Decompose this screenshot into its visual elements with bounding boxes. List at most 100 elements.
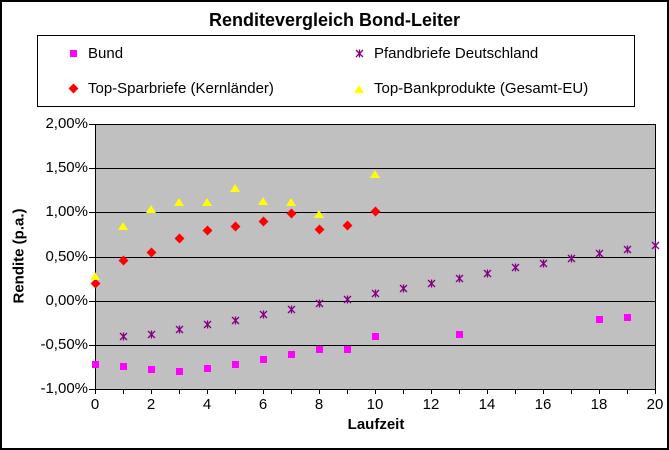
data-point-marker	[118, 332, 128, 342]
square-marker-icon	[119, 363, 127, 371]
data-point-marker	[370, 169, 380, 179]
data-point-marker	[370, 206, 380, 217]
data-point-marker	[90, 359, 100, 369]
star-marker-icon	[343, 295, 351, 304]
data-point-marker	[258, 196, 268, 206]
grid-line	[95, 344, 656, 346]
data-point-marker	[398, 283, 408, 293]
data-point-marker	[146, 329, 156, 339]
x-tick	[179, 389, 180, 394]
legend-item-sparbriefe: Top-Sparbriefe (Kernländer)	[67, 80, 274, 97]
x-tick	[515, 389, 516, 394]
x-tick	[207, 389, 208, 394]
data-point-marker	[370, 332, 380, 342]
y-tick-label: -1,00%	[40, 380, 88, 397]
y-tick-label: 0,00%	[45, 291, 88, 309]
data-point-marker	[286, 208, 296, 219]
square-marker-icon	[371, 333, 379, 341]
star-marker-icon	[651, 241, 659, 250]
diamond-marker-icon	[202, 225, 212, 235]
data-point-marker	[258, 355, 268, 365]
star-marker-icon	[595, 249, 603, 258]
data-point-marker	[650, 240, 660, 250]
x-tick	[95, 389, 96, 394]
square-marker-icon	[595, 315, 603, 323]
x-tick	[571, 389, 572, 394]
x-tick-label: 4	[202, 396, 212, 413]
star-marker-icon	[355, 49, 363, 58]
square-marker-icon	[315, 345, 323, 353]
y-tick	[89, 168, 95, 170]
diamond-marker-icon	[230, 221, 240, 232]
y-tick	[89, 344, 95, 346]
diamond-marker-icon	[258, 216, 268, 227]
chart-title: Renditevergleich Bond-Leiter	[208, 10, 461, 30]
triangle-marker-icon	[118, 221, 128, 230]
data-point-marker	[230, 183, 240, 193]
diamond-marker-icon	[118, 255, 128, 266]
x-tick	[263, 389, 264, 394]
x-tick-label: 6	[258, 396, 268, 413]
triangle-marker-icon	[174, 197, 184, 206]
data-point-marker	[286, 305, 296, 315]
data-point-marker	[342, 220, 352, 231]
plot-right-border	[655, 124, 656, 390]
star-marker-icon	[259, 310, 267, 319]
triangle-marker-icon	[370, 170, 380, 179]
square-marker-icon	[147, 366, 155, 374]
y-tick-label: -0,50%	[40, 335, 88, 353]
diamond-marker-icon	[67, 83, 79, 95]
x-tick	[151, 389, 152, 394]
x-tick-label: 10	[366, 396, 384, 413]
y-tick-label: 1,50%	[45, 159, 88, 177]
triangle-marker-icon	[314, 210, 324, 219]
triangle-marker-icon	[230, 184, 240, 193]
y-tick-label: 2,00%	[45, 115, 88, 132]
y-tick	[89, 212, 95, 214]
data-point-marker	[258, 216, 268, 227]
data-point-marker	[146, 365, 156, 375]
legend-label: Bund	[88, 45, 124, 62]
data-point-marker	[622, 312, 632, 322]
x-tick	[291, 389, 292, 394]
star-marker-icon	[353, 48, 365, 60]
data-point-marker	[370, 289, 380, 299]
x-tick	[599, 389, 600, 394]
data-point-marker	[146, 247, 156, 258]
x-tick	[459, 389, 460, 394]
data-point-marker	[174, 233, 184, 244]
x-tick-label: 12	[422, 396, 440, 413]
y-tick-label: 1,00%	[45, 203, 88, 221]
square-marker-icon	[91, 360, 99, 368]
square-marker-icon	[203, 365, 211, 373]
x-tick	[375, 389, 376, 394]
y-tick	[89, 300, 95, 302]
data-point-marker	[202, 320, 212, 330]
data-point-marker	[90, 271, 100, 281]
legend: Bund Pfandbriefe Deutschland Top-Sparbri…	[37, 35, 635, 107]
square-marker-icon	[175, 367, 183, 375]
y-tick-label: 0,50%	[45, 247, 88, 265]
x-tick	[627, 389, 628, 394]
data-point-marker	[594, 249, 604, 259]
data-point-marker	[146, 204, 156, 214]
star-marker-icon	[623, 245, 631, 254]
grid-line	[95, 300, 656, 302]
y-tick	[89, 124, 95, 125]
triangle-marker-icon	[146, 204, 156, 213]
square-marker-icon	[231, 360, 239, 368]
triangle-marker-icon	[258, 196, 268, 205]
square-marker-icon	[287, 351, 295, 359]
data-point-marker	[202, 364, 212, 374]
legend-item-bankprodukte: Top-Bankprodukte (Gesamt-EU)	[353, 80, 588, 97]
legend-item-bund: Bund	[67, 45, 123, 62]
x-tick	[487, 389, 488, 394]
data-point-marker	[230, 315, 240, 325]
square-marker-icon	[343, 345, 351, 353]
data-point-marker	[286, 350, 296, 360]
star-marker-icon	[567, 254, 575, 263]
data-point-marker	[202, 225, 212, 235]
data-point-marker	[482, 268, 492, 278]
x-tick-label: 8	[314, 396, 324, 413]
